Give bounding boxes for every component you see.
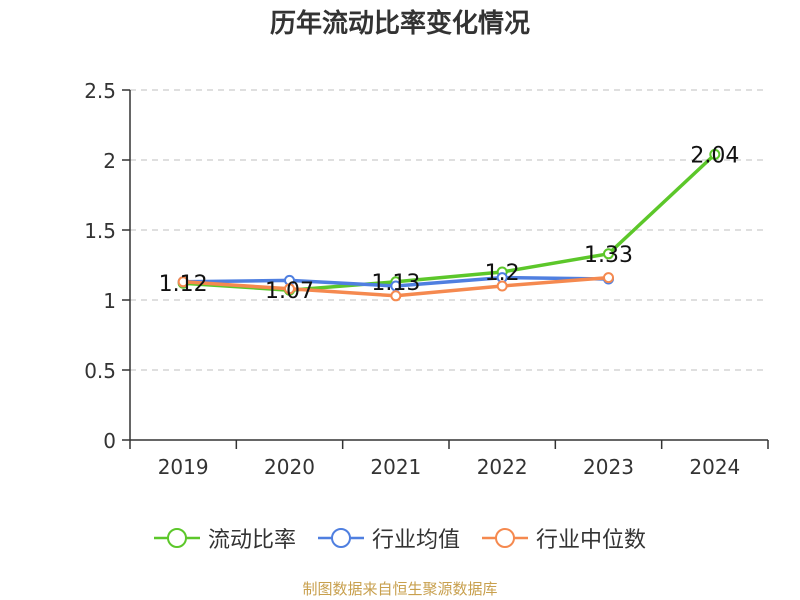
- x-tick-label: 2024: [689, 455, 740, 479]
- y-tick-label: 0: [103, 429, 116, 453]
- y-tick-label: 1: [103, 289, 116, 313]
- source-note: 制图数据来自恒生聚源数据库: [302, 580, 498, 598]
- x-tick-label: 2021: [370, 455, 421, 479]
- data-label: 1.07: [265, 279, 314, 304]
- legend-swatch: [153, 528, 200, 548]
- data-labels: 1.12 1.07 1.13 1.2 1.33 2.04: [159, 143, 740, 304]
- axes: 0 0.5 1 1.5 2 2.5 2019 2020 2021 2022 2023 2024: [84, 79, 769, 479]
- legend-label: 流动比率: [207, 528, 296, 553]
- legend-label: 行业均值: [371, 528, 460, 553]
- data-point: [603, 248, 614, 260]
- legend-item[interactable]: 流动比率: [153, 522, 296, 554]
- legend: 流动比率 行业均值 行业中位数: [0, 518, 800, 558]
- x-tick-label: 2019: [158, 455, 209, 479]
- series-2: [177, 272, 614, 302]
- y-tick-label: 2.5: [84, 79, 116, 103]
- data-label: 1.2: [485, 261, 520, 286]
- data-label: 2.04: [690, 143, 739, 168]
- series-line: [183, 153, 717, 292]
- data-label: 1.13: [371, 271, 420, 296]
- chart-title: 历年流动比率变化情况: [269, 9, 530, 39]
- grid-lines: [130, 89, 768, 371]
- legend-item[interactable]: 行业均值: [317, 522, 460, 554]
- data-point: [177, 276, 189, 288]
- data-label: 1.12: [159, 272, 208, 297]
- data-point: [709, 148, 721, 160]
- y-tick-label: 2: [103, 149, 116, 173]
- data-label: 1.33: [584, 243, 633, 268]
- legend-swatch: [482, 528, 528, 548]
- x-tick-label: 2020: [264, 455, 315, 479]
- x-tick-label: 2022: [477, 455, 528, 479]
- data-point: [603, 272, 614, 284]
- data-point: [496, 280, 508, 292]
- x-tick-label: 2023: [583, 455, 634, 479]
- series-lines: [177, 148, 721, 302]
- data-point: [390, 290, 402, 302]
- legend-item[interactable]: 行业中位数: [482, 522, 646, 554]
- data-point: [284, 283, 295, 295]
- series-0: [177, 148, 721, 296]
- y-tick-label: 0.5: [84, 359, 116, 383]
- y-tick-label: 1.5: [84, 219, 116, 243]
- legend-swatch: [317, 528, 364, 548]
- legend-label: 行业中位数: [536, 528, 647, 553]
